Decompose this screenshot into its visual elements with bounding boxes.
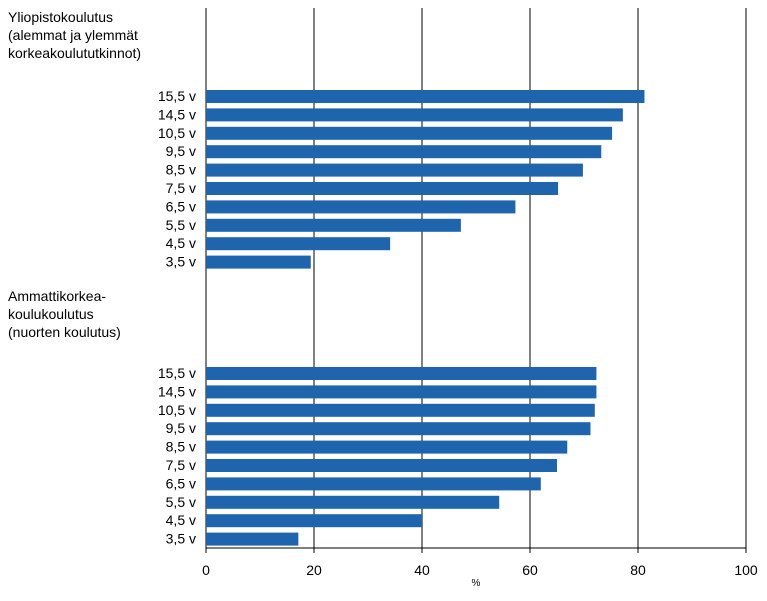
bar-g1-8 bbox=[206, 514, 422, 528]
bar-g1-4 bbox=[206, 440, 568, 454]
bar-g0-6 bbox=[206, 200, 516, 214]
bar-g0-0 bbox=[206, 90, 645, 103]
category-label: 9,5 v bbox=[166, 143, 196, 159]
bar-g1-9 bbox=[206, 532, 299, 546]
category-label: 14,5 v bbox=[158, 106, 196, 122]
bar-g1-0 bbox=[206, 367, 597, 380]
bar-g0-4 bbox=[206, 163, 583, 177]
x-tick-label: 80 bbox=[630, 562, 646, 578]
x-tick-label: 60 bbox=[522, 562, 538, 578]
category-label: 6,5 v bbox=[166, 198, 196, 214]
x-tick-label: 0 bbox=[202, 562, 210, 578]
category-label: 10,5 v bbox=[158, 125, 196, 141]
category-label: 15,5 v bbox=[158, 88, 196, 104]
category-label: 5,5 v bbox=[166, 494, 196, 510]
bar-g1-5 bbox=[206, 459, 557, 472]
category-label: 6,5 v bbox=[166, 475, 196, 491]
category-label: 3,5 v bbox=[166, 531, 196, 547]
bar-g1-3 bbox=[206, 422, 591, 436]
bar-g0-2 bbox=[206, 126, 613, 140]
bar-g0-8 bbox=[206, 237, 391, 251]
bar-g1-6 bbox=[206, 477, 541, 491]
category-label: 3,5 v bbox=[166, 254, 196, 270]
bar-g0-1 bbox=[206, 108, 623, 122]
bar-g0-3 bbox=[206, 145, 602, 159]
category-label: 7,5 v bbox=[166, 180, 196, 196]
category-label: 9,5 v bbox=[166, 420, 196, 436]
group-label-polytechnic: Ammattikorkea- koulukoulutus (nuorten ko… bbox=[8, 288, 121, 340]
category-label: 7,5 v bbox=[166, 457, 196, 473]
bar-g1-7 bbox=[206, 495, 500, 509]
x-axis-label: % bbox=[472, 578, 481, 589]
category-label: 4,5 v bbox=[166, 512, 196, 528]
bar-g0-5 bbox=[206, 182, 559, 195]
category-label: 15,5 v bbox=[158, 365, 196, 381]
category-label: 5,5 v bbox=[166, 217, 196, 233]
category-label: 14,5 v bbox=[158, 383, 196, 399]
x-tick-label: 100 bbox=[734, 562, 758, 578]
x-tick-label: 20 bbox=[306, 562, 322, 578]
group-label-university: Yliopistokoulutus (alemmat ja ylemmät ko… bbox=[8, 9, 142, 61]
bar-g0-7 bbox=[206, 218, 461, 232]
category-label: 10,5 v bbox=[158, 402, 196, 418]
x-tick-label: 40 bbox=[414, 562, 430, 578]
bar-g1-2 bbox=[206, 403, 595, 417]
category-label: 8,5 v bbox=[166, 439, 196, 455]
bar-g1-1 bbox=[206, 385, 597, 399]
bar-g0-9 bbox=[206, 255, 311, 269]
category-label: 8,5 v bbox=[166, 162, 196, 178]
category-label: 4,5 v bbox=[166, 235, 196, 251]
